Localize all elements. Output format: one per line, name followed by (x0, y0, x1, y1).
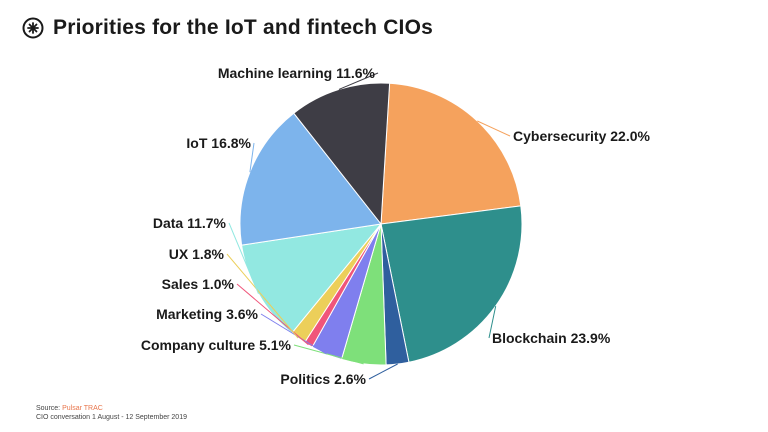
slice-label-cybersecurity: Cybersecurity 22.0% (513, 128, 651, 144)
page-title: Priorities for the IoT and fintech CIOs (53, 16, 434, 39)
leader-line-data (228, 222, 259, 294)
leader-line-iot (249, 142, 255, 173)
source-line: Source: Pulsar TRAC (36, 404, 187, 413)
slice-label-data: Data 11.7% (153, 215, 227, 231)
header: Priorities for the IoT and fintech CIOs (22, 16, 433, 40)
leader-line-ux (226, 253, 299, 339)
slice-label-company-culture: Company culture 5.1% (141, 337, 292, 353)
leader-line-politics (368, 363, 398, 380)
leader-line-machine-learning (338, 72, 379, 90)
slice-label-blockchain: Blockchain 23.9% (492, 330, 611, 346)
pie-slice-cybersecurity (380, 82, 522, 225)
source-footer: Source: Pulsar TRAC CIO conversation 1 A… (36, 404, 187, 422)
leader-line-company-culture (293, 344, 364, 365)
slice-label-politics: Politics 2.6% (280, 371, 366, 387)
slice-labels: Cybersecurity 22.0% Blockchain 23.9% Polit… (141, 65, 651, 387)
slice-label-machine-learning: Machine learning 11.6% (218, 65, 376, 81)
source-name: Pulsar TRAC (62, 405, 103, 412)
source-label: Source: (36, 405, 61, 412)
label-leader-lines (226, 72, 511, 380)
pie-slices (239, 82, 523, 366)
leader-line-sales (236, 283, 309, 346)
slice-label-sales: Sales 1.0% (162, 276, 235, 292)
leader-line-cybersecurity (477, 120, 511, 137)
slice-label-marketing: Marketing 3.6% (156, 306, 258, 322)
slice-label-ux: UX 1.8% (169, 246, 225, 262)
pulsar-logo-icon (22, 17, 44, 39)
leader-line-marketing (260, 313, 327, 355)
slice-label-iot: IoT 16.8% (186, 135, 251, 151)
source-period: CIO conversation 1 August - 12 September… (36, 414, 187, 421)
leader-line-blockchain (488, 305, 497, 339)
pie-slice-blockchain (380, 205, 523, 363)
